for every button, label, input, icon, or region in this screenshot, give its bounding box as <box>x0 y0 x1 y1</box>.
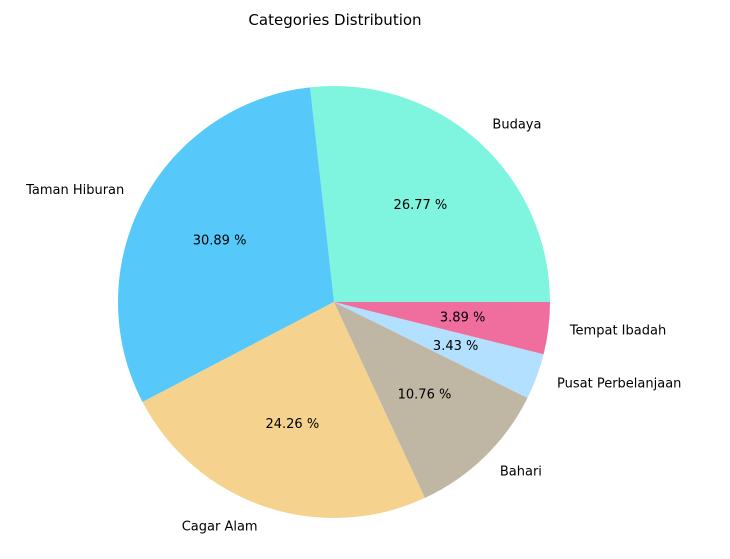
slice-percent-label: 10.76 % <box>398 387 452 402</box>
slice-category-label: Bahari <box>500 465 542 480</box>
pie-slice-pusat-perbelanjaan <box>334 302 544 398</box>
slice-percent-label: 3.89 % <box>440 310 485 325</box>
slice-category-label: Cagar Alam <box>182 519 258 534</box>
slice-category-label: Pusat Perbelanjaan <box>557 376 681 391</box>
slice-percent-label: 30.89 % <box>193 234 247 249</box>
labels-layer: 26.77 % Budaya 30.89 % Taman Hiburan 24.26 %… <box>25 117 681 534</box>
pie-slice-budaya <box>310 85 550 303</box>
slice-category-label: Tempat Ibadah <box>569 323 666 338</box>
pie-slice-bahari <box>334 302 528 498</box>
slice-category-label: Budaya <box>492 117 541 132</box>
slice-percent-label: 3.43 % <box>433 339 478 354</box>
pie-slice-cagar-alam <box>142 302 425 518</box>
pie-slice-taman-hiburan <box>118 87 334 402</box>
pie-slice-tempat-ibadah <box>334 302 550 355</box>
chart-title: Categories Distribution <box>248 11 421 29</box>
slice-percent-label: 26.77 % <box>394 198 448 213</box>
slice-category-label: Taman Hiburan <box>25 183 124 198</box>
slice-percent-label: 24.26 % <box>265 417 319 432</box>
slices-layer <box>118 85 550 518</box>
